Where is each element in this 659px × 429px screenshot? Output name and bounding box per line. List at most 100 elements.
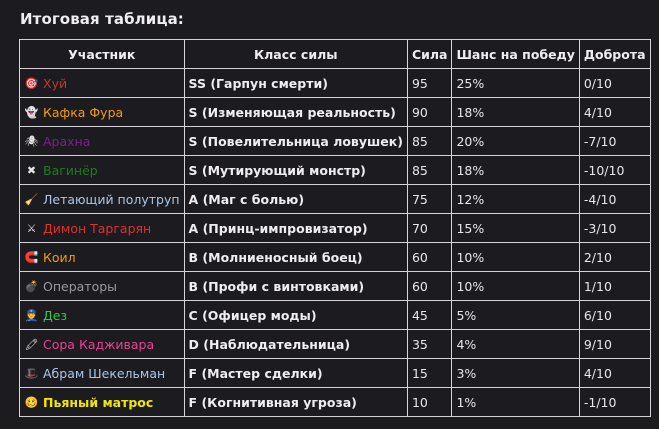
class-cell: A (Маг с болью) bbox=[183, 184, 408, 214]
participant-cell: 👮 Дез bbox=[19, 300, 185, 330]
participant-name: Вагинёр bbox=[43, 163, 98, 178]
crayon-icon: 🖍 bbox=[24, 338, 39, 351]
participant-name: Сора Кадживара bbox=[43, 337, 155, 352]
kindness-cell: -7/10 bbox=[578, 126, 651, 156]
header-power: Сила bbox=[406, 39, 453, 69]
kindness-cell: 0/10 bbox=[578, 68, 651, 98]
class-cell: A (Принц-импровизатор) bbox=[183, 213, 408, 243]
header-kindness: Доброта bbox=[578, 39, 651, 69]
table-row: 🕷 Арахна S (Повелительница ловушек) 85 20% -7… bbox=[19, 126, 651, 156]
kindness-cell: -10/10 bbox=[578, 155, 651, 185]
participant-cell: ✖ Вагинёр bbox=[19, 155, 185, 185]
chance-cell: 20% bbox=[451, 126, 580, 156]
table-row: 🧲 Коил B (Молниеносный боец) 60 10% 2/10 bbox=[19, 242, 651, 272]
kindness-cell: 9/10 bbox=[578, 329, 651, 359]
participant-cell: 🧹 Летающий полутруп bbox=[19, 184, 185, 214]
kindness-cell: 2/10 bbox=[578, 242, 651, 272]
participant-name: Димон Таргарян bbox=[43, 221, 152, 236]
class-cell: S (Изменяющая реальность) bbox=[183, 97, 408, 127]
chance-cell: 25% bbox=[451, 68, 580, 98]
chance-cell: 18% bbox=[451, 155, 580, 185]
kindness-cell: 4/10 bbox=[578, 358, 651, 388]
table-row: 💣 Операторы B (Профи с винтовками) 60 10% 1/1… bbox=[19, 271, 651, 301]
table-row: 🎯 Хуй SS (Гарпун смерти) 95 25% 0/10 bbox=[19, 68, 651, 98]
power-cell: 70 bbox=[406, 213, 453, 243]
header-participant: Участник bbox=[19, 39, 185, 69]
spider-icon: 🕷 bbox=[24, 135, 39, 148]
kindness-cell: 6/10 bbox=[578, 300, 651, 330]
table-row: 👻 Кафка Фура S (Изменяющая реальность) 90 18… bbox=[19, 97, 651, 127]
participant-cell: ⚔ Димон Таргарян bbox=[19, 213, 185, 243]
chance-cell: 18% bbox=[451, 97, 580, 127]
police-officer-icon: 👮 bbox=[24, 309, 39, 322]
class-cell: F (Мастер сделки) bbox=[183, 358, 408, 388]
participant-name: Арахна bbox=[43, 134, 91, 149]
chance-cell: 5% bbox=[451, 300, 580, 330]
participant-name: Операторы bbox=[43, 279, 118, 294]
class-cell: S (Мутирующий монстр) bbox=[183, 155, 408, 185]
ghost-icon: 👻 bbox=[24, 106, 39, 119]
power-cell: 15 bbox=[406, 358, 453, 388]
table-row: 👮 Дез C (Офицер моды) 45 5% 6/10 bbox=[19, 300, 651, 330]
power-cell: 85 bbox=[406, 155, 453, 185]
power-cell: 35 bbox=[406, 329, 453, 359]
power-cell: 75 bbox=[406, 184, 453, 214]
class-cell: B (Молниеносный боец) bbox=[183, 242, 408, 272]
table-row: 🧹 Летающий полутруп A (Маг с болью) 75 12% -4… bbox=[19, 184, 651, 214]
bomb-icon: 💣 bbox=[24, 280, 39, 293]
kindness-cell: -3/10 bbox=[578, 213, 651, 243]
page-title: Итоговая таблица: bbox=[20, 10, 184, 28]
broom-icon: 🧹 bbox=[24, 193, 39, 206]
chance-cell: 4% bbox=[451, 329, 580, 359]
participant-name: Летающий полутруп bbox=[43, 192, 180, 207]
power-cell: 60 bbox=[406, 271, 453, 301]
class-cell: D (Наблюдательница) bbox=[183, 329, 408, 359]
participant-name: Коил bbox=[43, 250, 76, 265]
table-row: ⚔ Димон Таргарян A (Принц-импровизатор) 70 1… bbox=[19, 213, 651, 243]
kindness-cell: -4/10 bbox=[578, 184, 651, 214]
participant-name: Абрам Шекельман bbox=[43, 366, 166, 381]
participant-cell: 🧲 Коил bbox=[19, 242, 185, 272]
chance-cell: 1% bbox=[451, 387, 580, 417]
power-cell: 95 bbox=[406, 68, 453, 98]
cross-mark-icon: ✖ bbox=[26, 164, 37, 177]
participant-cell: 🖍 Сора Кадживара bbox=[19, 329, 185, 359]
table-row: ✖ Вагинёр S (Мутирующий монстр) 85 18% -10/10 bbox=[19, 155, 651, 185]
power-cell: 85 bbox=[406, 126, 453, 156]
power-cell: 45 bbox=[406, 300, 453, 330]
participant-name: Пьяный матрос bbox=[43, 395, 154, 410]
participant-cell: 🎩 Абрам Шекельман bbox=[19, 358, 185, 388]
participant-cell: 🥴 Пьяный матрос bbox=[19, 387, 185, 417]
class-cell: C (Офицер моды) bbox=[183, 300, 408, 330]
power-cell: 60 bbox=[406, 242, 453, 272]
table-row: 🥴 Пьяный матрос F (Когнитивная угроза) 10 1%… bbox=[19, 387, 651, 417]
chance-cell: 12% bbox=[451, 184, 580, 214]
table-body: 🎯 Хуй SS (Гарпун смерти) 95 25% 0/10 👻 Кафка Фу… bbox=[19, 68, 651, 417]
results-table: Участник Класс силы Сила Шанс на победу … bbox=[19, 39, 651, 417]
power-cell: 10 bbox=[406, 387, 453, 417]
target-icon: 🎯 bbox=[24, 77, 39, 90]
crossed-swords-icon: ⚔ bbox=[26, 222, 37, 235]
kindness-cell: 4/10 bbox=[578, 97, 651, 127]
kindness-cell: -1/10 bbox=[578, 387, 651, 417]
participant-name: Хуй bbox=[43, 76, 68, 91]
participant-cell: 🕷 Арахна bbox=[19, 126, 185, 156]
class-cell: S (Повелительница ловушек) bbox=[183, 126, 408, 156]
chance-cell: 10% bbox=[451, 242, 580, 272]
class-cell: SS (Гарпун смерти) bbox=[183, 68, 408, 98]
woozy-face-icon: 🥴 bbox=[24, 396, 39, 409]
participant-cell: 🎯 Хуй bbox=[19, 68, 185, 98]
top-hat-icon: 🎩 bbox=[24, 367, 39, 380]
magnet-icon: 🧲 bbox=[24, 251, 39, 264]
participant-name: Кафка Фура bbox=[43, 105, 124, 120]
chance-cell: 15% bbox=[451, 213, 580, 243]
chance-cell: 10% bbox=[451, 271, 580, 301]
participant-cell: 💣 Операторы bbox=[19, 271, 185, 301]
header-class: Класс силы bbox=[183, 39, 408, 69]
table-row: 🖍 Сора Кадживара D (Наблюдательница) 35 4% 9/… bbox=[19, 329, 651, 359]
class-cell: F (Когнитивная угроза) bbox=[183, 387, 408, 417]
header-chance: Шанс на победу bbox=[451, 39, 580, 69]
kindness-cell: 1/10 bbox=[578, 271, 651, 301]
chance-cell: 3% bbox=[451, 358, 580, 388]
class-cell: B (Профи с винтовками) bbox=[183, 271, 408, 301]
